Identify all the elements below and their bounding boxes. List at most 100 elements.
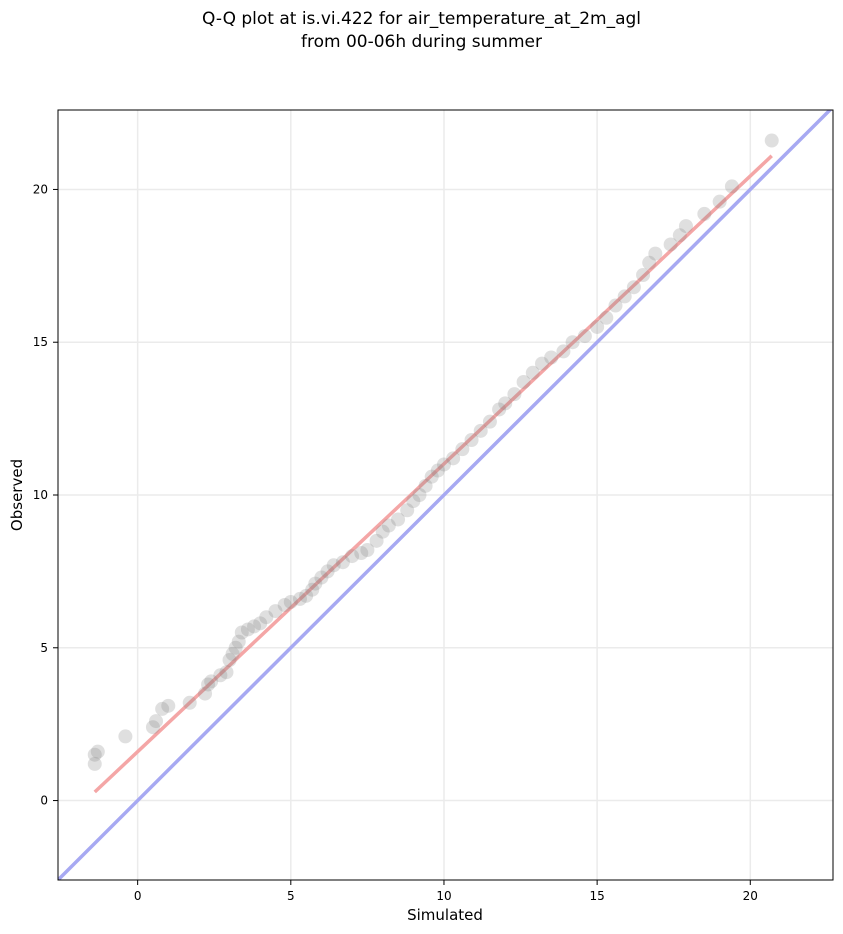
x-axis-label: Simulated [407, 906, 483, 924]
y-tick-label: 20 [33, 182, 48, 196]
data-point [87, 747, 102, 762]
data-point [534, 356, 549, 371]
data-point [663, 237, 678, 252]
fit-line [93, 154, 773, 794]
data-point [259, 610, 274, 625]
data-point [277, 598, 292, 612]
data-point [228, 640, 243, 655]
data-point [354, 546, 369, 561]
data-point [424, 469, 439, 484]
data-point [268, 604, 283, 619]
data-point [240, 622, 255, 637]
data-point [247, 619, 262, 634]
y-tick-label: 0 [40, 794, 48, 808]
grid-lines [58, 110, 833, 880]
data-point [492, 402, 507, 417]
data-point [764, 133, 779, 148]
data-point [314, 570, 329, 585]
data-point [145, 720, 160, 735]
data-point [406, 494, 421, 509]
data-point [608, 298, 623, 313]
x-tick-label: 10 [436, 889, 451, 903]
data-point [590, 319, 605, 334]
data-point [626, 280, 641, 295]
x-tick-label: 0 [134, 889, 142, 903]
identity-line [58, 110, 833, 880]
data-point [292, 591, 307, 606]
data-point [201, 677, 216, 692]
data-point [636, 268, 651, 282]
data-point [87, 756, 102, 771]
reference-lines [58, 110, 833, 880]
data-point [225, 646, 240, 661]
data-point [391, 512, 406, 527]
axis-ticks: 0 5 10 15 20 0 5 10 15 20 [33, 182, 758, 903]
x-tick-label: 15 [589, 889, 604, 903]
data-point [198, 686, 213, 701]
data-point [672, 228, 687, 243]
data-point [473, 423, 488, 438]
y-tick-label: 5 [40, 641, 48, 655]
data-point [642, 255, 657, 270]
data-point [516, 374, 531, 389]
y-tick-label: 15 [33, 335, 48, 349]
data-points [87, 133, 779, 771]
chart-title-line-2: from 00-06h during summer [301, 32, 542, 52]
data-point [326, 558, 341, 573]
data-point [222, 653, 237, 667]
data-point [308, 576, 323, 591]
data-point [599, 310, 614, 325]
data-point [234, 625, 249, 640]
data-point [697, 206, 712, 221]
data-point [161, 698, 176, 713]
data-point [617, 289, 632, 304]
data-point [381, 518, 396, 533]
data-point [565, 335, 580, 350]
data-point [498, 396, 513, 411]
data-point [544, 350, 559, 365]
data-point [118, 729, 133, 744]
data-point [678, 219, 693, 234]
data-point [400, 503, 415, 518]
data-point [482, 414, 497, 429]
data-point [648, 246, 663, 261]
data-point [155, 701, 170, 716]
data-point [90, 744, 105, 759]
data-point [369, 533, 384, 548]
data-point [724, 179, 739, 194]
data-point [283, 594, 298, 609]
data-point [345, 549, 360, 564]
data-point [360, 543, 375, 557]
data-point [525, 365, 540, 380]
data-point [204, 674, 219, 689]
data-point [305, 582, 320, 597]
data-point [455, 442, 470, 457]
y-axis-label: Observed [8, 459, 26, 531]
data-point [320, 564, 335, 579]
data-point [430, 463, 445, 478]
data-point [335, 555, 350, 570]
data-point [213, 668, 228, 683]
data-point [182, 695, 197, 710]
data-point [231, 634, 246, 649]
data-point [299, 588, 314, 603]
data-point [507, 387, 522, 402]
chart-title-line-1: Q-Q plot at is.vi.422 for air_temperatur… [201, 9, 642, 29]
x-tick-label: 20 [743, 889, 758, 903]
data-point [577, 329, 592, 344]
data-point [446, 451, 461, 466]
data-point [556, 344, 571, 359]
x-tick-label: 5 [287, 889, 295, 903]
data-point [464, 433, 479, 447]
data-point [436, 457, 451, 472]
data-point [412, 488, 427, 502]
data-point [219, 665, 234, 680]
data-point [418, 478, 433, 493]
data-point [375, 524, 390, 539]
data-point [253, 616, 268, 631]
y-tick-label: 10 [33, 488, 48, 502]
data-point [149, 714, 164, 729]
data-point [712, 194, 727, 209]
